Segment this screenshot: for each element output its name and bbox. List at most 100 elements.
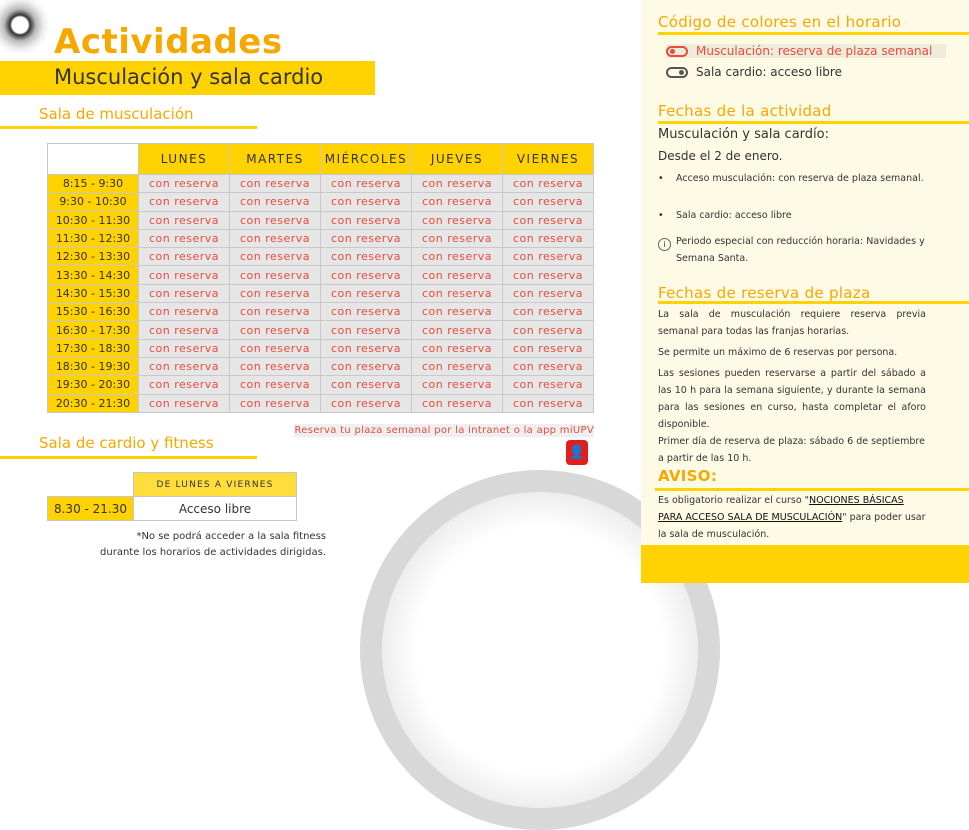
slot-cell: con reserva bbox=[411, 247, 503, 267]
slot-cell: con reserva bbox=[411, 265, 503, 285]
info-panel: Código de colores en el horario Musculac… bbox=[641, 0, 969, 583]
schedule-table: LUNES MARTES MIÉRCOLES JUEVES VIERNES 8:15 -… bbox=[47, 143, 594, 413]
time-slot: 15:30 - 16:30 bbox=[47, 302, 139, 322]
slot-cell: con reserva bbox=[320, 338, 412, 358]
slot-cell: con reserva bbox=[320, 375, 412, 395]
slot-cell: con reserva bbox=[138, 338, 230, 358]
slot-cell: con reserva bbox=[411, 210, 503, 230]
slot-cell: con reserva bbox=[502, 375, 594, 395]
reserve-heading: Fechas de reserva de plaza bbox=[658, 284, 871, 302]
slot-cell: con reserva bbox=[502, 320, 594, 340]
day-header: VIERNES bbox=[502, 143, 594, 175]
info-note: i Periodo especial con reducción horaria:… bbox=[658, 233, 936, 267]
slot-cell: con reserva bbox=[411, 356, 503, 377]
slot-cell: con reserva bbox=[229, 283, 321, 304]
divider bbox=[0, 126, 257, 129]
day-header: MIÉRCOLES bbox=[320, 143, 412, 175]
section-heading-musculacion: Sala de musculación bbox=[39, 105, 194, 123]
slot-cell: con reserva bbox=[229, 356, 321, 377]
slot-cell: con reserva bbox=[229, 338, 321, 358]
slot-cell: con reserva bbox=[411, 375, 503, 395]
slot-cell: con reserva bbox=[320, 247, 412, 267]
slot-cell: con reserva bbox=[411, 192, 503, 212]
divider bbox=[655, 488, 969, 491]
header-blank bbox=[47, 143, 139, 175]
intranet-note[interactable]: Reserva tu plaza semanal por la intranet… bbox=[294, 424, 594, 437]
table-row: 8:15 - 9:30 con reserva con reserva con res… bbox=[47, 173, 594, 194]
slot-cell: con reserva bbox=[229, 393, 321, 413]
aviso-heading: AVISO: bbox=[658, 467, 718, 485]
toggle-gray-icon bbox=[666, 66, 688, 78]
slot-cell: con reserva bbox=[411, 338, 503, 358]
page-subtitle: Musculación y sala cardio bbox=[54, 65, 324, 89]
divider bbox=[658, 32, 969, 35]
slot-cell: con reserva bbox=[502, 265, 594, 285]
table-row: 20:30 - 21:30 con reserva con reserva con r… bbox=[47, 393, 594, 413]
slot-cell: con reserva bbox=[138, 356, 230, 377]
slot-cell: con reserva bbox=[229, 173, 321, 194]
table-row: 14:30 - 15:30 con reserva con reserva con r… bbox=[47, 283, 594, 304]
slot-cell: con reserva bbox=[320, 265, 412, 285]
slot-cell: con reserva bbox=[411, 173, 503, 194]
slot-cell: con reserva bbox=[320, 192, 412, 212]
reserve-text: Las sesiones pueden reservarse a partir … bbox=[658, 368, 926, 430]
time-slot: 9:30 - 10:30 bbox=[47, 192, 139, 212]
cardio-time: 8.30 - 21.30 bbox=[47, 496, 134, 521]
info-icon: i bbox=[658, 238, 671, 251]
slot-cell: con reserva bbox=[138, 393, 230, 413]
slot-cell: con reserva bbox=[229, 320, 321, 340]
slot-cell: con reserva bbox=[138, 228, 230, 249]
slot-cell: con reserva bbox=[411, 302, 503, 322]
slot-cell: con reserva bbox=[320, 356, 412, 377]
slot-cell: con reserva bbox=[320, 210, 412, 230]
time-slot: 16:30 - 17:30 bbox=[47, 320, 139, 340]
time-slot: 11:30 - 12:30 bbox=[47, 228, 139, 249]
table-row: 9:30 - 10:30 con reserva con reserva con re… bbox=[47, 192, 594, 212]
decorative-graphic bbox=[0, 0, 60, 60]
table-row: 19:30 - 20:30 con reserva con reserva con r… bbox=[47, 375, 594, 395]
slot-cell: con reserva bbox=[502, 302, 594, 322]
slot-cell: con reserva bbox=[502, 192, 594, 212]
dates-from: Desde el 2 de enero. bbox=[658, 149, 783, 163]
slot-cell: con reserva bbox=[138, 375, 230, 395]
legend-cardio: Sala cardio: acceso libre bbox=[666, 65, 842, 79]
slot-cell: con reserva bbox=[502, 173, 594, 194]
table-row: 17:30 - 18:30 con reserva con reserva con r… bbox=[47, 338, 594, 358]
cardio-note: *No se podrá acceder a la sala fitness du… bbox=[100, 531, 326, 558]
time-slot: 17:30 - 18:30 bbox=[47, 338, 139, 358]
bullet: • Acceso musculación: con reserva de plaz… bbox=[658, 173, 924, 184]
slot-cell: con reserva bbox=[502, 338, 594, 358]
course-link[interactable]: NOCIONES BÁSICAS PARA ACCESO SALA DE MUS… bbox=[658, 495, 904, 523]
dates-heading: Fechas de la actividad bbox=[658, 102, 832, 120]
cardio-table: DE LUNES A VIERNES 8.30 - 21.30 Acceso li… bbox=[47, 472, 297, 521]
reserve-text: Primer día de reserva de plaza: sábado 6… bbox=[658, 436, 925, 464]
slot-cell: con reserva bbox=[502, 283, 594, 304]
bullet: • Sala cardio: acceso libre bbox=[658, 210, 792, 221]
slot-cell: con reserva bbox=[229, 192, 321, 212]
slot-cell: con reserva bbox=[229, 210, 321, 230]
slot-cell: con reserva bbox=[320, 320, 412, 340]
slot-cell: con reserva bbox=[320, 173, 412, 194]
day-header: JUEVES bbox=[411, 143, 503, 175]
table-row: 16:30 - 17:30 con reserva con reserva con r… bbox=[47, 320, 594, 340]
day-header: MARTES bbox=[229, 143, 321, 175]
table-row: 13:30 - 14:30 con reserva con reserva con r… bbox=[47, 265, 594, 285]
colors-heading: Código de colores en el horario bbox=[658, 13, 902, 31]
slot-cell: con reserva bbox=[502, 356, 594, 377]
slot-cell: con reserva bbox=[502, 210, 594, 230]
time-slot: 8:15 - 9:30 bbox=[47, 173, 139, 194]
slot-cell: con reserva bbox=[138, 320, 230, 340]
miupv-app-icon[interactable]: 👤 bbox=[566, 440, 588, 465]
table-row: 18:30 - 19:30 con reserva con reserva con r… bbox=[47, 356, 594, 377]
aviso-text: Es obligatorio realizar el curso "NOCION… bbox=[658, 495, 926, 540]
table-row: 11:30 - 12:30 con reserva con reserva con r… bbox=[47, 228, 594, 249]
divider bbox=[0, 456, 257, 459]
section-heading-cardio: Sala de cardio y fitness bbox=[39, 434, 214, 452]
slot-cell: con reserva bbox=[320, 228, 412, 249]
reserve-text: Se permite un máximo de 6 reservas por p… bbox=[658, 347, 898, 358]
legend-musculacion: Musculación: reserva de plaza semanal bbox=[666, 44, 947, 58]
slot-cell: con reserva bbox=[138, 302, 230, 322]
time-slot: 13:30 - 14:30 bbox=[47, 265, 139, 285]
subtitle-bar: Musculación y sala cardio bbox=[0, 61, 375, 95]
bottom-bar bbox=[641, 545, 969, 583]
